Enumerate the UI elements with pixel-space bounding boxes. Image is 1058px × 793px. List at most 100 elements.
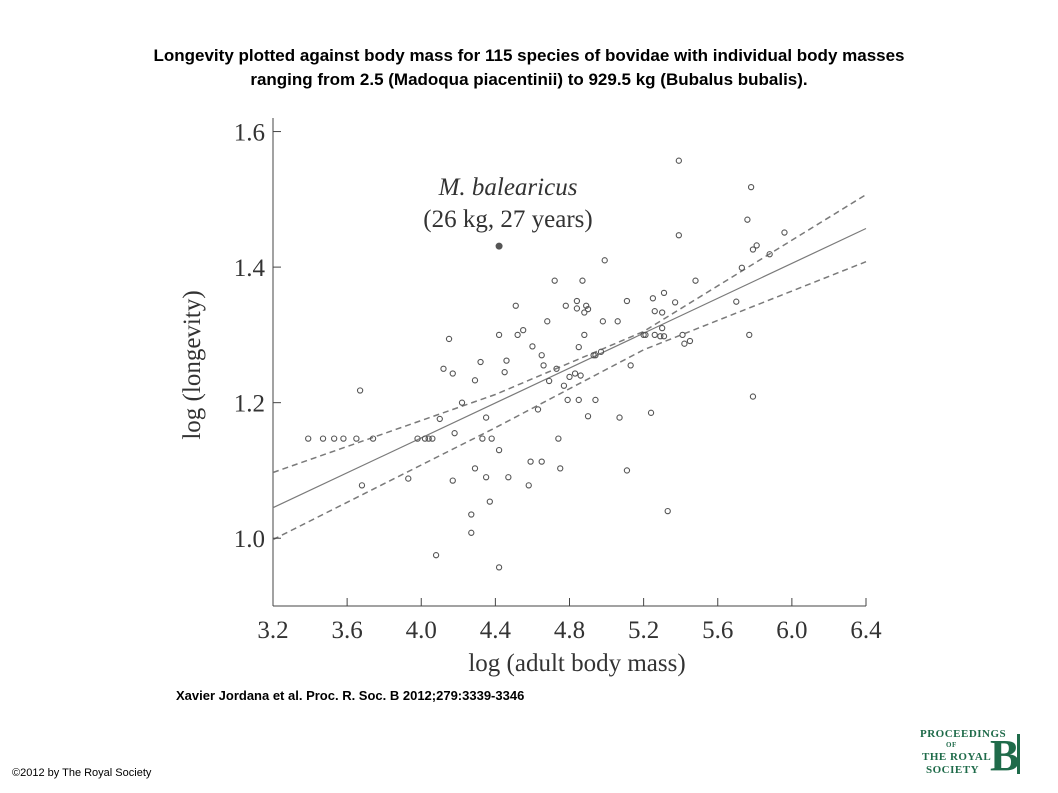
data-point xyxy=(319,435,327,442)
data-point xyxy=(525,482,532,489)
data-point xyxy=(642,331,649,339)
data-point xyxy=(733,298,740,305)
data-point xyxy=(458,399,466,406)
data-point xyxy=(505,474,512,481)
data-point xyxy=(675,157,682,164)
slide-title-line-2: ranging from 2.5 (Madoqua piacentinii) t… xyxy=(250,70,808,89)
x-tick-label: 6.4 xyxy=(850,617,882,644)
data-point xyxy=(575,343,582,351)
data-point xyxy=(545,377,553,385)
data-point xyxy=(560,382,568,389)
data-point xyxy=(647,409,655,416)
data-point xyxy=(675,232,682,239)
data-point xyxy=(562,302,569,309)
data-point xyxy=(449,370,456,377)
logo-line-3: THE ROYAL xyxy=(922,751,992,763)
data-point xyxy=(601,257,608,264)
data-point xyxy=(512,302,519,309)
journal-logo: PROCEEDINGS OF THE ROYAL SOCIETY B xyxy=(920,726,1020,780)
data-point xyxy=(584,305,592,313)
x-tick-label: 4.4 xyxy=(480,617,512,644)
data-point xyxy=(592,352,599,359)
data-point xyxy=(501,369,508,376)
data-point xyxy=(766,251,773,258)
data-point xyxy=(627,362,634,369)
data-point xyxy=(479,435,486,442)
data-point xyxy=(471,465,479,472)
data-point xyxy=(331,435,338,442)
data-point xyxy=(651,331,658,339)
data-point xyxy=(540,362,547,369)
lower-confidence-line xyxy=(272,261,867,541)
logo-line-2: OF xyxy=(946,741,957,749)
data-point xyxy=(583,302,590,309)
data-point xyxy=(692,277,699,284)
data-point xyxy=(440,365,447,372)
data-point xyxy=(581,331,588,339)
x-tick-label: 5.2 xyxy=(628,617,659,644)
annotation-values: (26 kg, 27 years) xyxy=(423,206,592,233)
data-point xyxy=(425,435,432,442)
data-points xyxy=(305,157,788,571)
logo-letter: B xyxy=(990,731,1020,780)
x-tick-label: 4.8 xyxy=(554,617,585,644)
y-tick-label: 1.0 xyxy=(234,526,265,553)
data-point xyxy=(566,373,573,381)
data-point xyxy=(581,309,588,316)
data-point xyxy=(664,507,671,515)
data-point xyxy=(599,318,607,325)
confidence-band xyxy=(272,193,867,541)
data-point xyxy=(305,435,312,442)
data-point xyxy=(544,318,551,325)
data-point xyxy=(551,277,558,284)
data-point xyxy=(353,435,360,442)
data-point xyxy=(579,277,586,284)
data-point xyxy=(486,498,493,505)
data-point xyxy=(590,352,597,359)
data-point xyxy=(477,358,484,366)
data-point xyxy=(577,372,584,379)
data-point xyxy=(623,467,631,474)
citation: Xavier Jordana et al. Proc. R. Soc. B 20… xyxy=(176,688,525,703)
y-tick-label: 1.6 xyxy=(234,120,265,147)
data-point xyxy=(432,552,440,559)
data-point xyxy=(429,435,436,442)
highlighted-point xyxy=(495,242,503,250)
data-point xyxy=(529,343,536,350)
y-tick-label: 1.4 xyxy=(234,255,266,282)
data-point xyxy=(557,465,564,472)
data-point xyxy=(573,305,581,312)
logo-line-4: SOCIETY xyxy=(926,764,980,776)
data-point xyxy=(553,365,560,372)
data-point xyxy=(571,370,579,377)
data-point xyxy=(534,406,542,413)
y-axis-label: log (longevity) xyxy=(179,290,206,439)
data-point xyxy=(555,435,562,442)
data-point xyxy=(659,309,666,316)
data-point xyxy=(746,331,753,339)
slide-title-line-1: Longevity plotted against body mass for … xyxy=(153,46,905,65)
data-point xyxy=(482,474,490,481)
data-point xyxy=(660,289,668,297)
data-point xyxy=(436,415,443,423)
data-point xyxy=(405,475,412,482)
data-point xyxy=(468,529,475,536)
data-point xyxy=(681,340,688,347)
data-point xyxy=(592,396,599,404)
x-axis-label: log (adult body mass) xyxy=(468,650,685,677)
data-point xyxy=(657,333,664,340)
data-point xyxy=(659,324,666,332)
x-tick-label: 3.6 xyxy=(332,617,363,644)
data-point xyxy=(749,393,757,400)
data-point xyxy=(623,297,631,305)
x-tick-label: 5.6 xyxy=(702,617,733,644)
regression-line xyxy=(272,227,867,509)
data-point xyxy=(468,511,475,518)
logo-line-1: PROCEEDINGS xyxy=(920,728,1007,740)
y-tick-label: 1.2 xyxy=(234,391,265,418)
data-point xyxy=(749,246,757,253)
data-point xyxy=(520,326,527,334)
data-point xyxy=(482,414,490,421)
data-point xyxy=(738,264,745,271)
regression-layer xyxy=(272,227,867,509)
